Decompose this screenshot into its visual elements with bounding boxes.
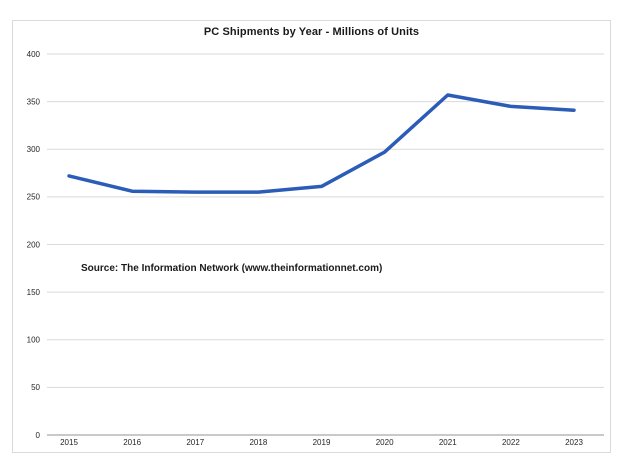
line-chart: 0 50 100 150 200 250 300 350 400 2015 2016 2017 2018… bbox=[27, 50, 604, 447]
svg-text:100: 100 bbox=[27, 336, 41, 345]
chart-title: PC Shipments by Year - Millions of Units bbox=[203, 26, 420, 38]
svg-text:50: 50 bbox=[31, 383, 40, 392]
svg-text:0: 0 bbox=[36, 431, 41, 440]
svg-text:2015: 2015 bbox=[60, 438, 78, 447]
svg-text:250: 250 bbox=[27, 193, 41, 202]
svg-text:2016: 2016 bbox=[123, 438, 141, 447]
chart-container: PC Shipments by Year - Millions of Units… bbox=[12, 20, 611, 453]
svg-text:2021: 2021 bbox=[439, 438, 457, 447]
svg-text:150: 150 bbox=[27, 288, 41, 297]
svg-text:2018: 2018 bbox=[249, 438, 267, 447]
svg-text:400: 400 bbox=[27, 50, 41, 59]
svg-text:350: 350 bbox=[27, 97, 41, 106]
svg-text:2020: 2020 bbox=[376, 438, 394, 447]
svg-text:200: 200 bbox=[27, 240, 41, 249]
source-annotation: Source: The Information Network (www.the… bbox=[81, 263, 383, 274]
svg-text:2019: 2019 bbox=[313, 438, 331, 447]
svg-text:2017: 2017 bbox=[186, 438, 204, 447]
svg-text:2023: 2023 bbox=[565, 438, 583, 447]
svg-text:300: 300 bbox=[27, 145, 41, 154]
svg-text:2022: 2022 bbox=[502, 438, 520, 447]
